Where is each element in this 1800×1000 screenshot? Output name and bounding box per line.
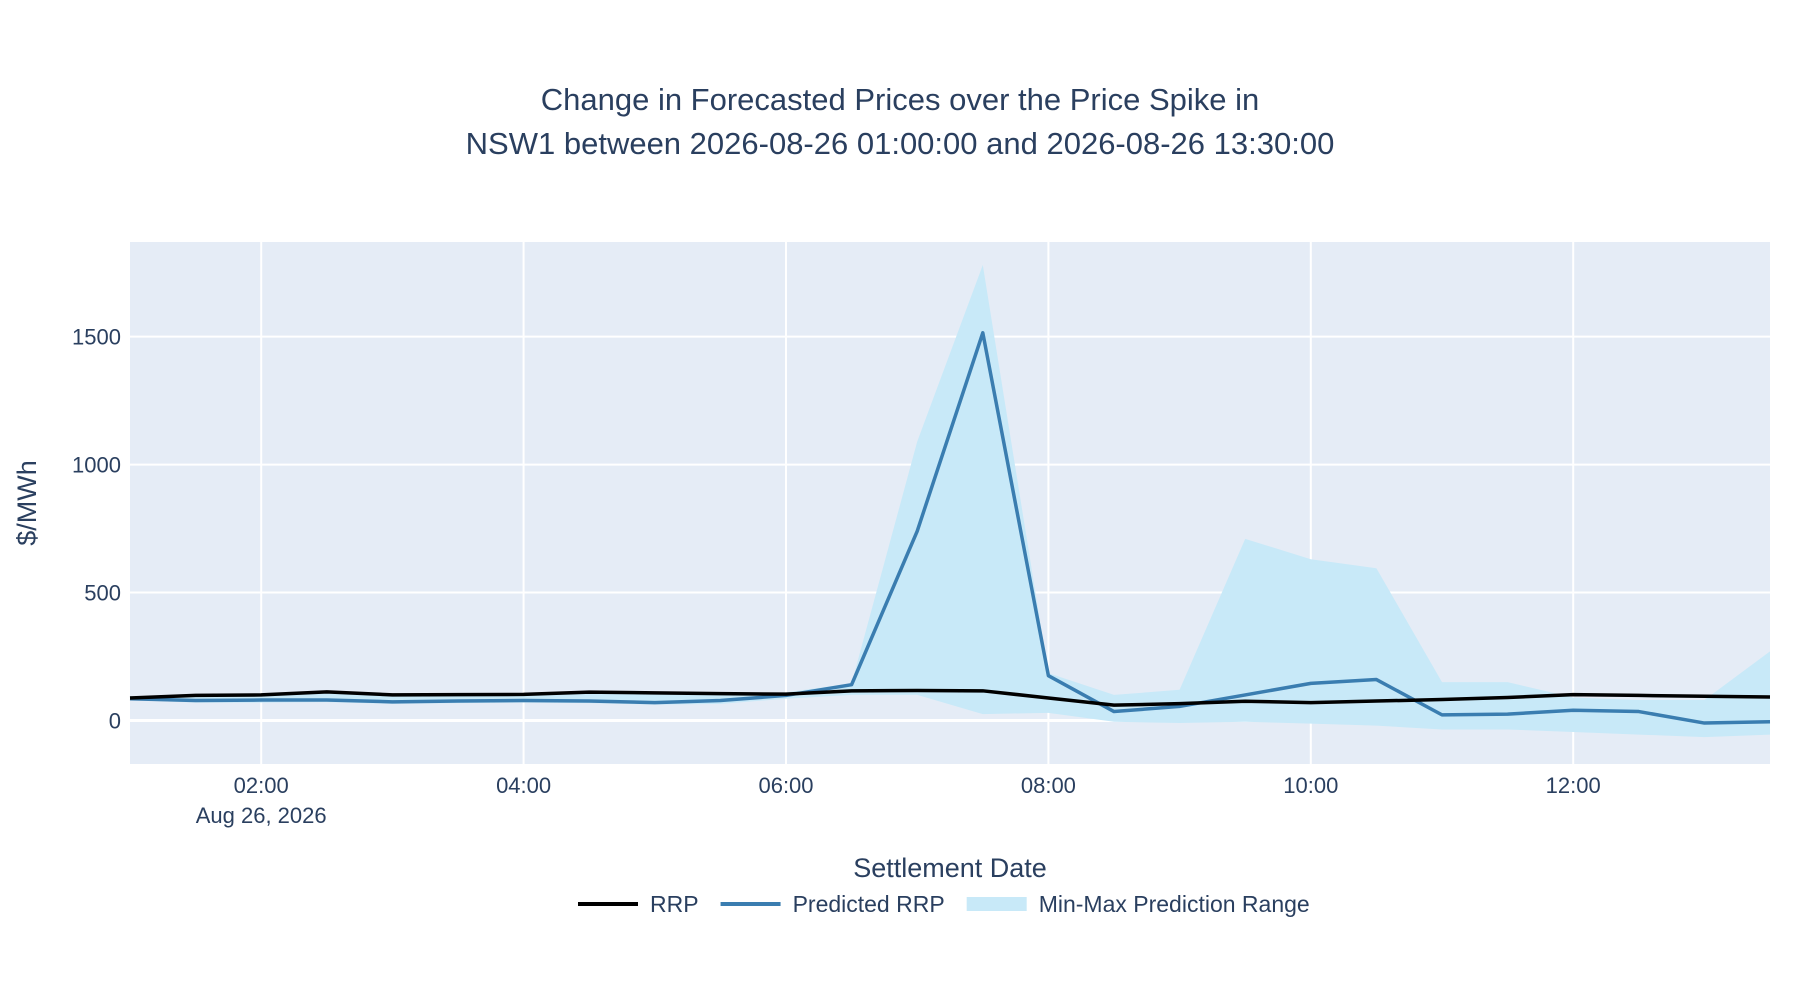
y-tick-label-2: 1000 <box>72 453 121 478</box>
series-line-1 <box>129 331 1771 725</box>
series-layer <box>129 265 1771 738</box>
x-tick-label-4: 10:00 <box>1283 773 1338 798</box>
x-tick-label-3: 08:00 <box>1021 773 1076 798</box>
x-tick-label-1: 04:00 <box>496 773 551 798</box>
y-tick-label-0: 0 <box>109 709 121 734</box>
chart-title-line-1: Change in Forecasted Prices over the Pri… <box>541 82 1260 117</box>
series-band-2 <box>130 265 1770 738</box>
series-line-0 <box>129 688 1771 707</box>
x-tick-label-5: 12:00 <box>1546 773 1601 798</box>
y-tick-label-1: 500 <box>84 581 121 606</box>
legend-item-1: Predicted RRP <box>720 891 945 917</box>
x-tick-label-0: 02:00 <box>234 773 289 798</box>
legend-label-2: Min-Max Prediction Range <box>1039 891 1310 917</box>
x-tick-label-2: 06:00 <box>758 773 813 798</box>
legend-item-2: Min-Max Prediction Range <box>966 891 1310 917</box>
legend: RRP Predicted RRP Min-Max Prediction Range <box>578 891 1310 917</box>
x-axis-ticks: 02:00 Aug 26, 2026 04:00 06:00 08:00 10:00 12:… <box>196 773 1601 828</box>
x-axis-title: Settlement Date <box>853 853 1047 883</box>
y-tick-label-3: 1500 <box>72 325 121 350</box>
chart-title-line-2: NSW1 between 2026-08-26 01:00:00 and 202… <box>466 126 1335 161</box>
y-axis-ticks: 0 500 1000 1500 <box>72 325 121 734</box>
legend-item-0: RRP <box>578 891 699 917</box>
x-tick-sublabel-0: Aug 26, 2026 <box>196 803 327 828</box>
legend-label-1: Predicted RRP <box>793 891 945 917</box>
legend-swatch-2 <box>966 897 1027 911</box>
y-axis-title: $/MWh <box>12 460 42 546</box>
legend-label-0: RRP <box>650 891 699 917</box>
